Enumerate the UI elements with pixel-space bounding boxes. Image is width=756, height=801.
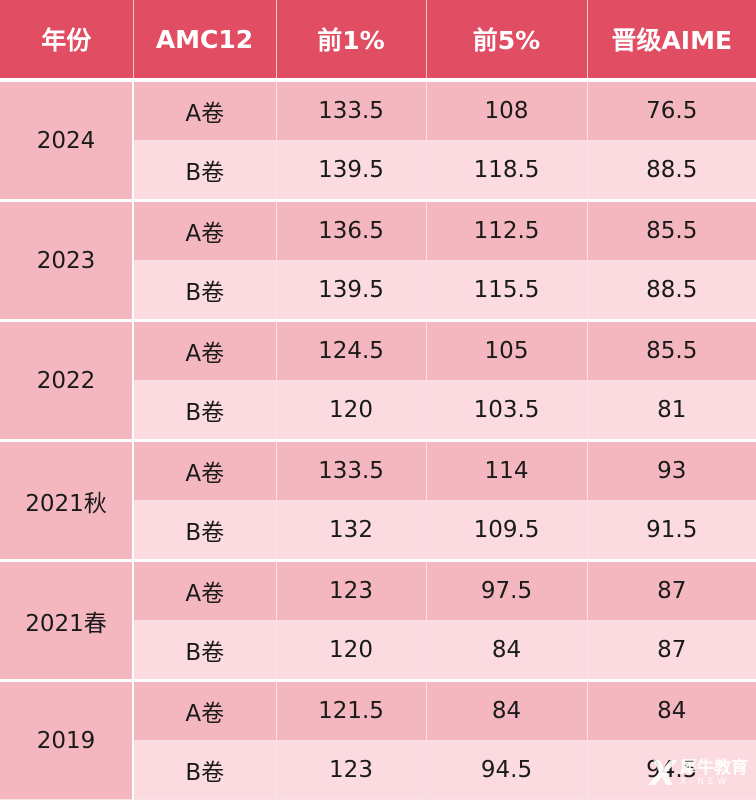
top5-cell: 103.5 <box>426 380 588 441</box>
aime-cell: 91.5 <box>587 500 756 561</box>
watermark-name-cn: 犀牛教育 <box>680 758 748 779</box>
paper-cell: B卷 <box>133 620 277 681</box>
watermark: X 犀牛教育 X-NEW <box>650 757 748 791</box>
aime-cell: 88.5 <box>587 260 756 321</box>
header-amc12: AMC12 <box>133 0 277 80</box>
top5-cell: 97.5 <box>426 559 588 621</box>
xnew-logo-icon: X <box>649 754 676 794</box>
header-top5: 前5% <box>426 0 588 80</box>
table-row: 2023 A卷 136.5 112.5 85.5 <box>0 199 756 321</box>
paper-cell: B卷 <box>133 380 277 441</box>
top1-cell: 124.5 <box>276 319 427 381</box>
table-row: 2022 A卷 124.5 105 85.5 <box>0 319 756 441</box>
table-row: B卷 139.5 115.5 88.5 <box>0 260 756 321</box>
aime-cell: 81 <box>587 380 756 441</box>
watermark-name-en: X-NEW <box>680 777 731 788</box>
top5-cell: 105 <box>426 319 588 381</box>
year-cell: 2021春 <box>0 559 134 681</box>
year-cell: 2019 <box>0 679 134 800</box>
top1-cell: 133.5 <box>276 439 427 501</box>
aime-cell: 88.5 <box>587 140 756 201</box>
header-year: 年份 <box>0 0 134 80</box>
paper-cell: B卷 <box>133 260 277 321</box>
table-row: 2024 A卷 133.5 108 76.5 <box>0 78 756 201</box>
table-header-row: 年份 AMC12 前1% 前5% 晋级AIME <box>0 0 756 80</box>
top1-cell: 123 <box>276 740 427 800</box>
aime-cell: 76.5 <box>587 78 756 141</box>
top5-cell: 112.5 <box>426 199 588 261</box>
top1-cell: 132 <box>276 500 427 561</box>
paper-cell: A卷 <box>133 319 277 381</box>
year-cell: 2021秋 <box>0 439 134 561</box>
top1-cell: 133.5 <box>276 78 427 141</box>
paper-cell: A卷 <box>133 439 277 501</box>
top5-cell: 109.5 <box>426 500 588 561</box>
top5-cell: 114 <box>426 439 588 501</box>
top5-cell: 118.5 <box>426 140 588 201</box>
aime-cell: 87 <box>587 559 756 621</box>
top5-cell: 94.5 <box>426 740 588 800</box>
top1-cell: 139.5 <box>276 140 427 201</box>
table-row: 2021秋 A卷 133.5 114 93 <box>0 439 756 561</box>
paper-cell: A卷 <box>133 78 277 141</box>
year-cell: 2023 <box>0 199 134 321</box>
paper-cell: A卷 <box>133 679 277 741</box>
aime-cell: 94.5 <box>587 740 756 800</box>
aime-cell: 85.5 <box>587 319 756 381</box>
aime-cell: 87 <box>587 620 756 681</box>
top5-cell: 108 <box>426 78 588 141</box>
year-cell: 2022 <box>0 319 134 441</box>
header-aime: 晋级AIME <box>587 0 756 80</box>
top5-cell: 84 <box>426 679 588 741</box>
table-row: B卷 120 84 87 <box>0 620 756 681</box>
top1-cell: 139.5 <box>276 260 427 321</box>
top5-cell: 84 <box>426 620 588 681</box>
paper-cell: A卷 <box>133 559 277 621</box>
top1-cell: 120 <box>276 620 427 681</box>
paper-cell: B卷 <box>133 740 277 800</box>
aime-cell: 93 <box>587 439 756 501</box>
paper-cell: B卷 <box>133 500 277 561</box>
top1-cell: 121.5 <box>276 679 427 741</box>
top5-cell: 115.5 <box>426 260 588 321</box>
aime-cell: 85.5 <box>587 199 756 261</box>
watermark-text: 犀牛教育 X-NEW <box>680 758 748 788</box>
top1-cell: 120 <box>276 380 427 441</box>
table-row: 2021春 A卷 123 97.5 87 <box>0 559 756 681</box>
top1-cell: 123 <box>276 559 427 621</box>
table-row: B卷 123 94.5 94.5 <box>0 740 756 800</box>
aime-cell: 84 <box>587 679 756 741</box>
year-cell: 2024 <box>0 78 134 201</box>
paper-cell: B卷 <box>133 140 277 201</box>
paper-cell: A卷 <box>133 199 277 261</box>
header-top1: 前1% <box>276 0 427 80</box>
top1-cell: 136.5 <box>276 199 427 261</box>
table-row: B卷 120 103.5 81 <box>0 380 756 441</box>
table-row: 2019 A卷 121.5 84 84 <box>0 679 756 800</box>
